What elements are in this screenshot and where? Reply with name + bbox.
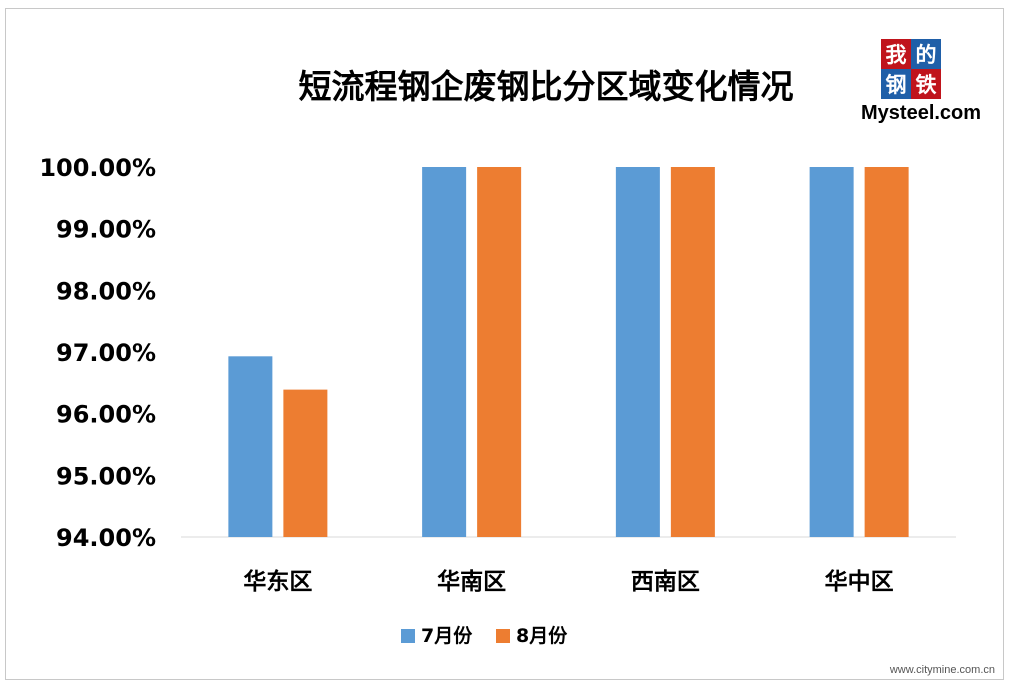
logo-char-tie: 铁 [916, 73, 937, 97]
category-label: 西南区 [631, 569, 700, 595]
bar-2-1 [283, 389, 328, 537]
category-labels: 华东区 华南区 西南区 华中区 [243, 568, 893, 595]
logo-char-wo: 我 [886, 43, 907, 67]
category-label: 华东区 [243, 568, 312, 595]
logo-char-gang: 钢 [886, 73, 907, 97]
legend-label-1: 7月份 [421, 624, 473, 647]
legend-swatch-1 [401, 629, 415, 643]
bar-1-2 [422, 167, 467, 537]
bars-group [228, 167, 909, 537]
y-tick-label: 95.00% [56, 462, 156, 490]
legend-swatch-2 [496, 629, 510, 643]
bar-1-4 [809, 167, 854, 537]
bar-2-4 [864, 167, 909, 537]
bar-1-3 [615, 167, 660, 537]
category-label: 华中区 [825, 568, 894, 595]
legend-label-2: 8月份 [516, 624, 568, 647]
y-tick-label: 98.00% [56, 277, 156, 305]
y-tick-label: 100.00% [39, 154, 156, 182]
logo-block-wo [881, 39, 911, 69]
logo-mysteel-text: Mysteel.com [861, 102, 981, 124]
logo-char-de: 的 [916, 43, 937, 67]
logo-block-gang [881, 69, 911, 99]
y-axis-labels: 94.00% 95.00% 96.00% 97.00% 98.00% 99.00% 100.… [39, 154, 156, 552]
y-tick-label: 96.00% [56, 401, 156, 429]
mysteel-logo: 我 的 钢 铁 Mysteel.com [861, 39, 981, 124]
bar-1-1 [228, 356, 273, 537]
chart-title: 短流程钢企废钢比分区域变化情况 [299, 67, 794, 106]
category-label: 华南区 [437, 568, 506, 595]
bar-2-3 [670, 167, 715, 537]
logo-block-tie [911, 69, 941, 99]
chart-frame: 短流程钢企废钢比分区域变化情况 我 的 钢 铁 Mysteel.com 94.0… [5, 8, 1004, 680]
y-tick-label: 97.00% [56, 339, 156, 367]
bar-2-2 [477, 167, 522, 537]
watermark: www.citymine.com.cn [889, 664, 995, 676]
bar-chart: 短流程钢企废钢比分区域变化情况 我 的 钢 铁 Mysteel.com 94.0… [39, 39, 981, 647]
logo-block-de [911, 39, 941, 69]
y-tick-label: 94.00% [56, 524, 156, 552]
y-tick-label: 99.00% [56, 216, 156, 244]
legend: 7月份 8月份 [401, 624, 568, 647]
